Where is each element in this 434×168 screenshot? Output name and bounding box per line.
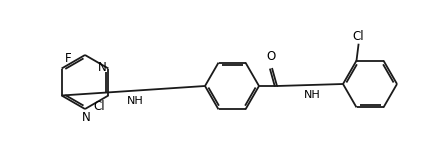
- Text: NH: NH: [127, 96, 144, 106]
- Text: Cl: Cl: [353, 30, 364, 43]
- Text: Cl: Cl: [94, 99, 105, 113]
- Text: N: N: [98, 61, 106, 74]
- Text: F: F: [65, 52, 71, 65]
- Text: N: N: [82, 111, 90, 124]
- Text: NH: NH: [304, 90, 320, 100]
- Text: O: O: [266, 50, 276, 63]
